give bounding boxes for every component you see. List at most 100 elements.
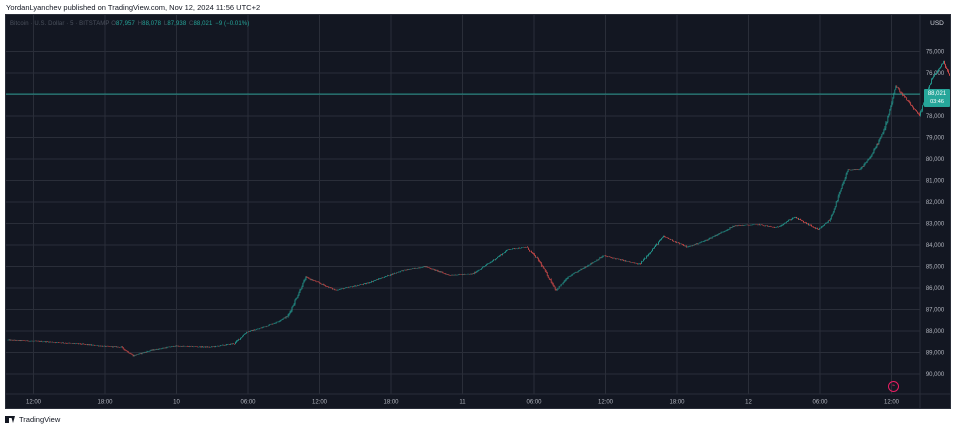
candle-body [586, 266, 588, 268]
candle-body [693, 244, 695, 246]
candle-body [605, 255, 607, 257]
candle-body [567, 276, 569, 279]
candle-body [648, 253, 649, 256]
candle-body [724, 230, 726, 232]
candle-body [285, 316, 287, 319]
candle-body [173, 346, 175, 347]
y-tick-label: 81,000 [926, 179, 945, 185]
candle-body [602, 256, 604, 258]
candle-body [554, 286, 556, 290]
candle-body [781, 225, 782, 226]
candle-body [929, 85, 930, 89]
candle-body [325, 285, 327, 287]
alert-clock-icon[interactable]: ⌁ [888, 381, 899, 392]
candle-body [843, 180, 845, 183]
candle-body [287, 315, 289, 317]
y-tick-label: 79,000 [926, 136, 945, 142]
candle-body [485, 265, 487, 267]
candle-body [500, 254, 501, 256]
chart-svg[interactable]: 90,000 89,000 88,000 87,000 86,000 85,000 84,0… [6, 15, 950, 408]
candle-body [808, 223, 809, 226]
candle-body [241, 337, 242, 338]
x-tick-label: 12 [745, 400, 752, 406]
candle-body [920, 111, 921, 116]
candle-body [578, 270, 580, 271]
candle-body [363, 283, 364, 285]
candle-body [788, 220, 789, 222]
candle-body [946, 67, 947, 70]
candle-body [696, 243, 698, 245]
candle-body [682, 244, 684, 246]
candle-body [422, 266, 424, 268]
candle-body [551, 282, 553, 284]
candle-body [940, 66, 941, 69]
candle-body [792, 217, 793, 220]
candle-body [824, 223, 826, 225]
candle-body [155, 349, 157, 350]
candle-body [312, 279, 314, 281]
candle-body [832, 212, 834, 215]
candle-body [367, 282, 368, 284]
candle-body [672, 239, 673, 241]
candle-body [910, 102, 912, 105]
x-tick-label: 12:00 [312, 400, 328, 406]
y-tick-label: 75,000 [926, 50, 945, 56]
candle-body [584, 267, 586, 269]
candle-body [205, 346, 206, 348]
candle-body [550, 279, 552, 283]
candle-body [685, 245, 687, 248]
candle-body [290, 310, 292, 312]
candle-body [296, 297, 298, 299]
candle-body [574, 272, 576, 274]
candle-body [252, 329, 254, 331]
candle-body [931, 79, 932, 84]
candle-body [299, 289, 301, 293]
candle-body [691, 245, 693, 246]
candle-body [680, 243, 682, 245]
tradingview-brand[interactable]: TradingView [5, 413, 60, 425]
chart-panel[interactable]: 90,000 89,000 88,000 87,000 86,000 85,000 84,0… [5, 14, 951, 409]
candle-body [886, 121, 888, 123]
currency-unit[interactable]: USD [930, 20, 944, 27]
candle-body [399, 270, 401, 272]
candle-body [98, 345, 99, 347]
candle-body [689, 245, 691, 247]
candle-body [297, 295, 299, 298]
candle-body [493, 259, 494, 261]
candle-body [798, 218, 799, 220]
candle-body [381, 277, 382, 279]
candle-body [888, 114, 890, 116]
candle-body [884, 128, 886, 131]
candle-body [791, 219, 792, 220]
candle-body [818, 228, 820, 230]
candle-body [481, 268, 483, 270]
y-tick-label: 85,000 [926, 265, 945, 271]
candle-body [487, 263, 488, 265]
candle-body [282, 318, 284, 320]
candle-body [840, 188, 842, 192]
candle-body [677, 242, 679, 243]
candle-body [661, 238, 662, 240]
candle-body [678, 242, 680, 244]
candle-body [937, 71, 938, 73]
candle-body [268, 324, 270, 326]
candle-body [917, 111, 918, 114]
candle-body [244, 333, 246, 335]
candle-body [300, 289, 302, 290]
candle-body [598, 258, 600, 260]
candle-body [774, 227, 775, 228]
candle-body [587, 265, 589, 267]
x-tick-label: 12:00 [26, 400, 42, 406]
candle-body [386, 275, 388, 277]
candle-body [547, 275, 549, 278]
candle-body [476, 271, 478, 273]
candle-body [366, 283, 367, 284]
candle-body [942, 63, 943, 65]
candle-body [634, 262, 635, 264]
candle-body [295, 298, 297, 301]
candle-body [900, 91, 902, 93]
candle-body [261, 327, 263, 328]
candle-body [545, 271, 547, 273]
candle-body [896, 86, 898, 88]
candle-body [534, 255, 536, 258]
